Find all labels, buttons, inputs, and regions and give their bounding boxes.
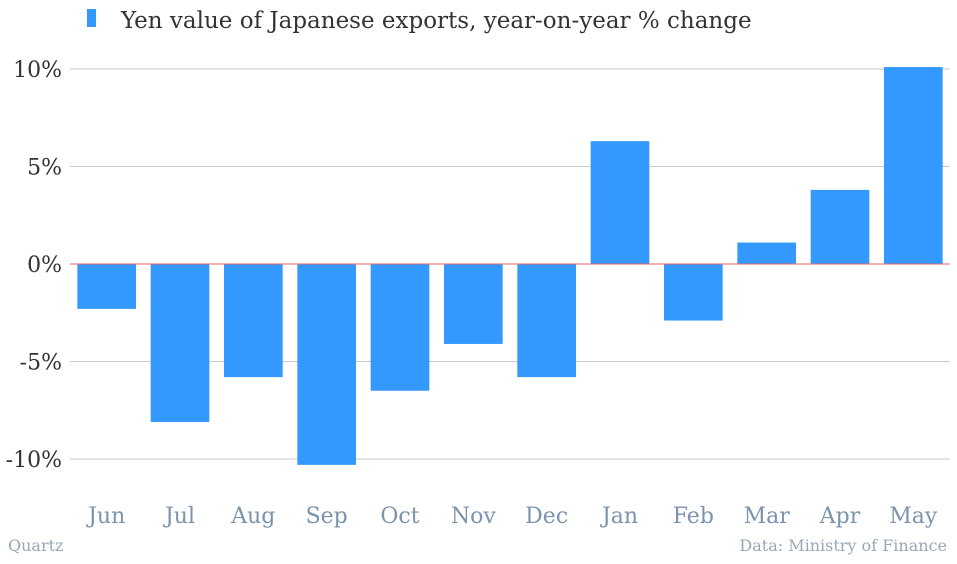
footer-source-right: Data: Ministry of Finance: [739, 536, 947, 555]
x-tick-label: Mar: [744, 504, 791, 529]
x-tick-label: Dec: [525, 504, 568, 529]
x-tick-label: Apr: [819, 504, 861, 529]
x-tick-label: Feb: [673, 504, 714, 529]
bar: [590, 141, 650, 264]
bar: [444, 264, 503, 344]
bar: [664, 264, 723, 321]
bar: [370, 264, 430, 391]
bar: [297, 264, 356, 465]
x-axis-ticks: Jun Jul Aug Sep Oct Nov Dec Jan Feb Mar Apr May: [86, 504, 938, 529]
y-tick-label: -10%: [6, 448, 62, 473]
bar: [737, 242, 796, 264]
x-tick-label: Jun: [86, 504, 125, 529]
x-tick-label: May: [889, 504, 938, 529]
bar: [224, 264, 283, 378]
bar: [517, 264, 576, 378]
y-tick-label: 0%: [27, 253, 62, 278]
bars: [77, 67, 943, 465]
x-tick-label: Nov: [451, 504, 496, 529]
bar: [810, 189, 870, 264]
legend-swatch: [87, 9, 96, 27]
y-tick-label: 10%: [13, 58, 62, 83]
legend-label: Yen value of Japanese exports, year-on-y…: [120, 8, 752, 34]
y-tick-label: 5%: [27, 156, 62, 181]
x-tick-label: Jan: [600, 504, 638, 529]
footer-source-left: Quartz: [8, 536, 63, 555]
x-tick-label: Sep: [306, 504, 348, 529]
y-tick-label: -5%: [20, 351, 62, 376]
bar: [884, 67, 943, 264]
x-tick-label: Jul: [163, 504, 195, 529]
gridlines: [70, 68, 950, 460]
legend: Yen value of Japanese exports, year-on-y…: [87, 8, 752, 34]
x-tick-label: Aug: [230, 504, 275, 529]
bar: [150, 264, 210, 422]
x-tick-label: Oct: [380, 504, 419, 529]
bar: [77, 264, 136, 309]
y-axis-ticks: 10% 5% 0% -5% -10%: [6, 58, 62, 473]
